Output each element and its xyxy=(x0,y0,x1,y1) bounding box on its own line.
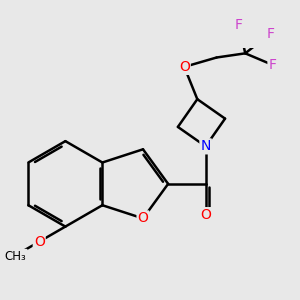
Text: F: F xyxy=(268,58,276,72)
Text: O: O xyxy=(179,60,190,74)
Text: O: O xyxy=(200,208,211,222)
Text: N: N xyxy=(200,140,211,153)
Text: F: F xyxy=(235,18,243,32)
Text: O: O xyxy=(34,235,45,249)
Text: O: O xyxy=(138,212,148,225)
Text: F: F xyxy=(266,26,274,40)
Text: CH₃: CH₃ xyxy=(5,250,27,263)
